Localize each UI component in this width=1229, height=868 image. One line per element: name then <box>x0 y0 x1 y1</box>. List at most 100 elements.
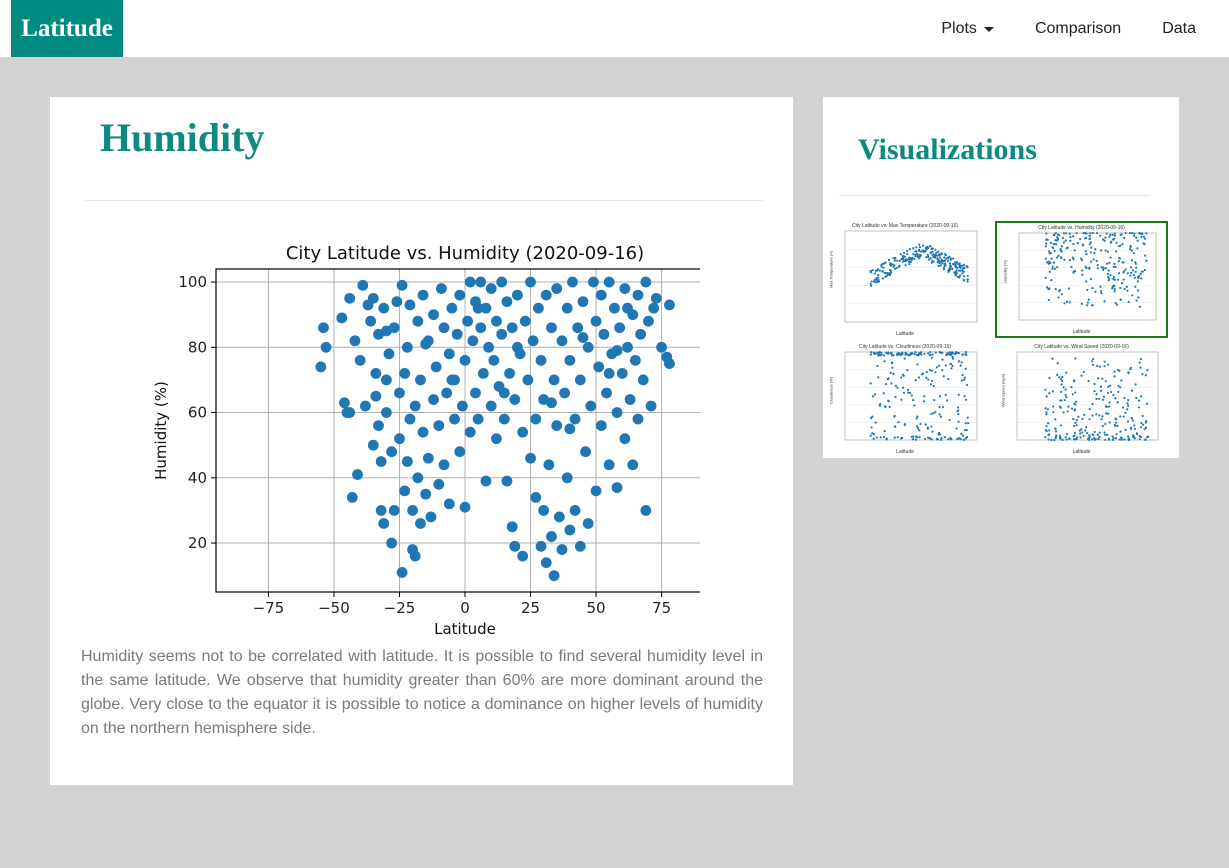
thumbnail-wind-speed[interactable]: City Latitude vs. Wind Speed (2020-09-16… <box>995 342 1168 456</box>
thumbnail-point <box>1081 273 1084 276</box>
thumbnail-point <box>925 376 928 380</box>
nav-item-plots[interactable]: Plots <box>941 20 994 38</box>
thumbnail-point <box>1143 428 1146 431</box>
thumbnail-max-temperature[interactable]: City Latitude vs. Max Temperature (2020-… <box>823 221 987 338</box>
thumbnail-point <box>913 353 916 356</box>
thumbnail-point <box>899 353 903 357</box>
thumbnail-point <box>1044 407 1047 410</box>
thumbnail-point <box>1106 272 1109 276</box>
data-point <box>595 289 607 301</box>
thumbnail-point <box>1099 285 1102 288</box>
data-point <box>464 426 476 438</box>
thumbnail-point <box>961 434 965 437</box>
data-point <box>540 557 552 569</box>
nav-item-comparison[interactable]: Comparison <box>1035 20 1121 38</box>
thumbnail-point <box>1115 421 1118 424</box>
thumbnail-point <box>1138 399 1141 402</box>
thumbnail-point <box>1048 287 1051 290</box>
data-point <box>349 335 361 347</box>
thumbnail-point <box>1105 412 1108 415</box>
thumbnail-point <box>880 265 883 268</box>
thumbnail-point <box>918 429 921 432</box>
thumbnail-point <box>1114 397 1117 400</box>
data-point <box>540 289 552 301</box>
x-tick-label: 75 <box>652 599 671 617</box>
thumbnail-point <box>914 351 917 354</box>
data-point <box>624 394 636 405</box>
thumbnail-point <box>1061 438 1064 442</box>
thumbnail-point <box>927 258 931 261</box>
thumbnail-point <box>1103 365 1106 368</box>
brand-logo[interactable]: Latitude <box>11 0 123 57</box>
thumbnail-point <box>1045 242 1048 245</box>
thumbnail-point <box>957 393 960 396</box>
thumbnail-point <box>1048 270 1051 273</box>
thumbnail-point <box>1080 428 1083 431</box>
thumbnail-point <box>1086 288 1089 292</box>
data-point <box>415 518 426 529</box>
thumbnail-point <box>911 438 915 441</box>
thumbnail-point <box>1064 393 1067 397</box>
thumbnail-point <box>943 436 946 439</box>
thumbnail-point <box>1093 436 1096 440</box>
thumbnail-point <box>1083 413 1086 417</box>
thumbnail-ylabel: Max Temperature (F) <box>828 250 834 289</box>
data-point <box>399 485 411 497</box>
thumbnail-humidity[interactable]: City Latitude vs. Humidity (2020-09-16) … <box>995 221 1168 338</box>
thumbnail-point <box>908 261 911 264</box>
thumbnail-point <box>1143 243 1146 246</box>
thumbnail-point <box>1104 267 1108 270</box>
thumbnail-point <box>1047 262 1050 265</box>
thumbnail-point <box>962 278 965 281</box>
thumbnail-xlabel: Latitude <box>1072 329 1091 335</box>
thumbnail-point <box>1108 438 1111 441</box>
data-point <box>569 413 581 425</box>
thumbnail-point <box>873 393 877 396</box>
thumbnail-point <box>949 362 953 365</box>
thumbnail-point <box>1106 262 1109 265</box>
thumbnail-point <box>915 435 918 438</box>
thumbnail-point <box>888 273 891 277</box>
thumbnail-point <box>962 275 966 278</box>
thumbnail-point <box>932 385 935 388</box>
thumbnail-point <box>1087 438 1090 441</box>
thumbnail-point <box>944 364 947 367</box>
thumbnail-cloudiness[interactable]: City Latitude vs. Cloudiness (2020-09-16… <box>823 342 987 456</box>
data-point <box>380 374 392 386</box>
thumbnail-point <box>941 262 944 265</box>
thumbnail-point <box>1123 438 1126 441</box>
thumbnail-point <box>954 274 957 277</box>
thumbnail-point <box>889 264 892 267</box>
data-point <box>656 341 667 353</box>
data-point <box>430 361 442 373</box>
thumbnail-point <box>912 435 915 438</box>
thumbnail-point <box>1072 258 1075 261</box>
thumbnail-point <box>1056 236 1059 239</box>
thumbnail-point <box>1107 279 1110 282</box>
thumbnail-point <box>965 383 969 387</box>
nav-item-data[interactable]: Data <box>1162 20 1196 38</box>
thumbnail-point <box>1132 273 1135 277</box>
data-point <box>485 400 497 412</box>
thumbnail-xlabel: Latitude <box>896 331 914 337</box>
thumbnail-point <box>966 280 969 283</box>
thumbnail-point <box>960 379 964 382</box>
thumbnail-point <box>1059 249 1062 252</box>
thumbnail-point <box>931 430 934 433</box>
thumbnail-point <box>901 373 904 376</box>
thumbnail-point <box>1053 438 1056 442</box>
data-point <box>451 328 463 340</box>
thumbnail-point <box>1129 274 1132 277</box>
data-point <box>320 341 332 353</box>
thumbnail-point <box>876 351 880 354</box>
divider <box>85 200 763 201</box>
data-point <box>496 328 508 340</box>
thumbnail-point <box>907 391 910 394</box>
thumbnail-point <box>1126 435 1130 438</box>
thumbnail-point <box>1054 287 1057 291</box>
thumbnail-point <box>908 262 911 266</box>
thumbnail-point <box>1046 408 1050 411</box>
thumbnail-point <box>1060 383 1063 386</box>
data-point <box>336 312 348 324</box>
thumbnail-point <box>887 258 891 262</box>
